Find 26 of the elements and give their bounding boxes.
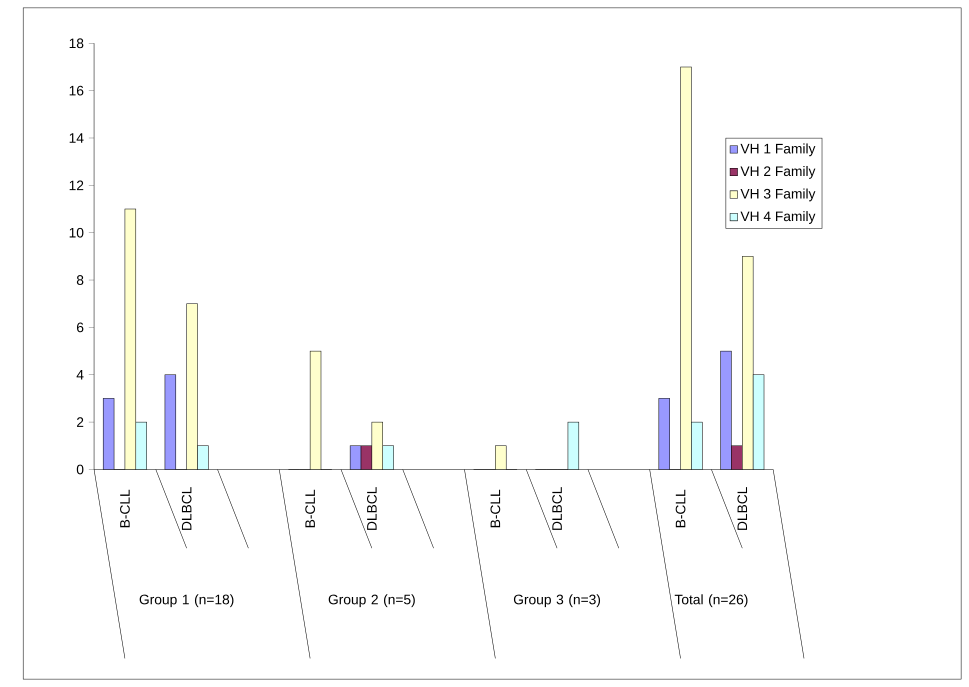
- x-tick-label: DLBCL: [737, 487, 748, 530]
- text: Group 2 (n=5): [328, 594, 415, 608]
- y-tick-label: 16: [70, 86, 84, 96]
- x-tick-label: B-CLL: [490, 490, 500, 528]
- legend-label: VH 2 Family: [740, 166, 816, 179]
- y-tick-label: 10: [70, 228, 84, 238]
- text: Group 3 (n=3): [514, 594, 600, 608]
- x-tick-label: B-CLL: [305, 490, 316, 528]
- text: Group 1 (n=18): [140, 594, 234, 608]
- y-tick-label: 12: [70, 180, 84, 190]
- y-tick-label: 2: [76, 417, 84, 427]
- x-tick-label: DLBCL: [552, 487, 562, 530]
- text: Total (n=26): [674, 594, 748, 608]
- legend-label: VH 1 Family: [740, 143, 816, 156]
- x-tick-label: DLBCL: [367, 487, 377, 530]
- y-tick-label: 14: [70, 133, 84, 143]
- x-tick-label: DLBCL: [182, 487, 192, 530]
- y-tick-label: 0: [76, 464, 84, 474]
- legend-label: VH 3 Family: [740, 188, 816, 202]
- x-tick-label: B-CLL: [676, 490, 686, 528]
- y-tick-label: 8: [76, 275, 84, 285]
- x-tick-label: B-CLL: [120, 490, 130, 528]
- y-tick-label: 6: [76, 322, 84, 332]
- y-tick-label: 4: [76, 370, 84, 380]
- y-tick-label: 18: [70, 38, 84, 48]
- legend-label: VH 4 Family: [740, 211, 816, 224]
